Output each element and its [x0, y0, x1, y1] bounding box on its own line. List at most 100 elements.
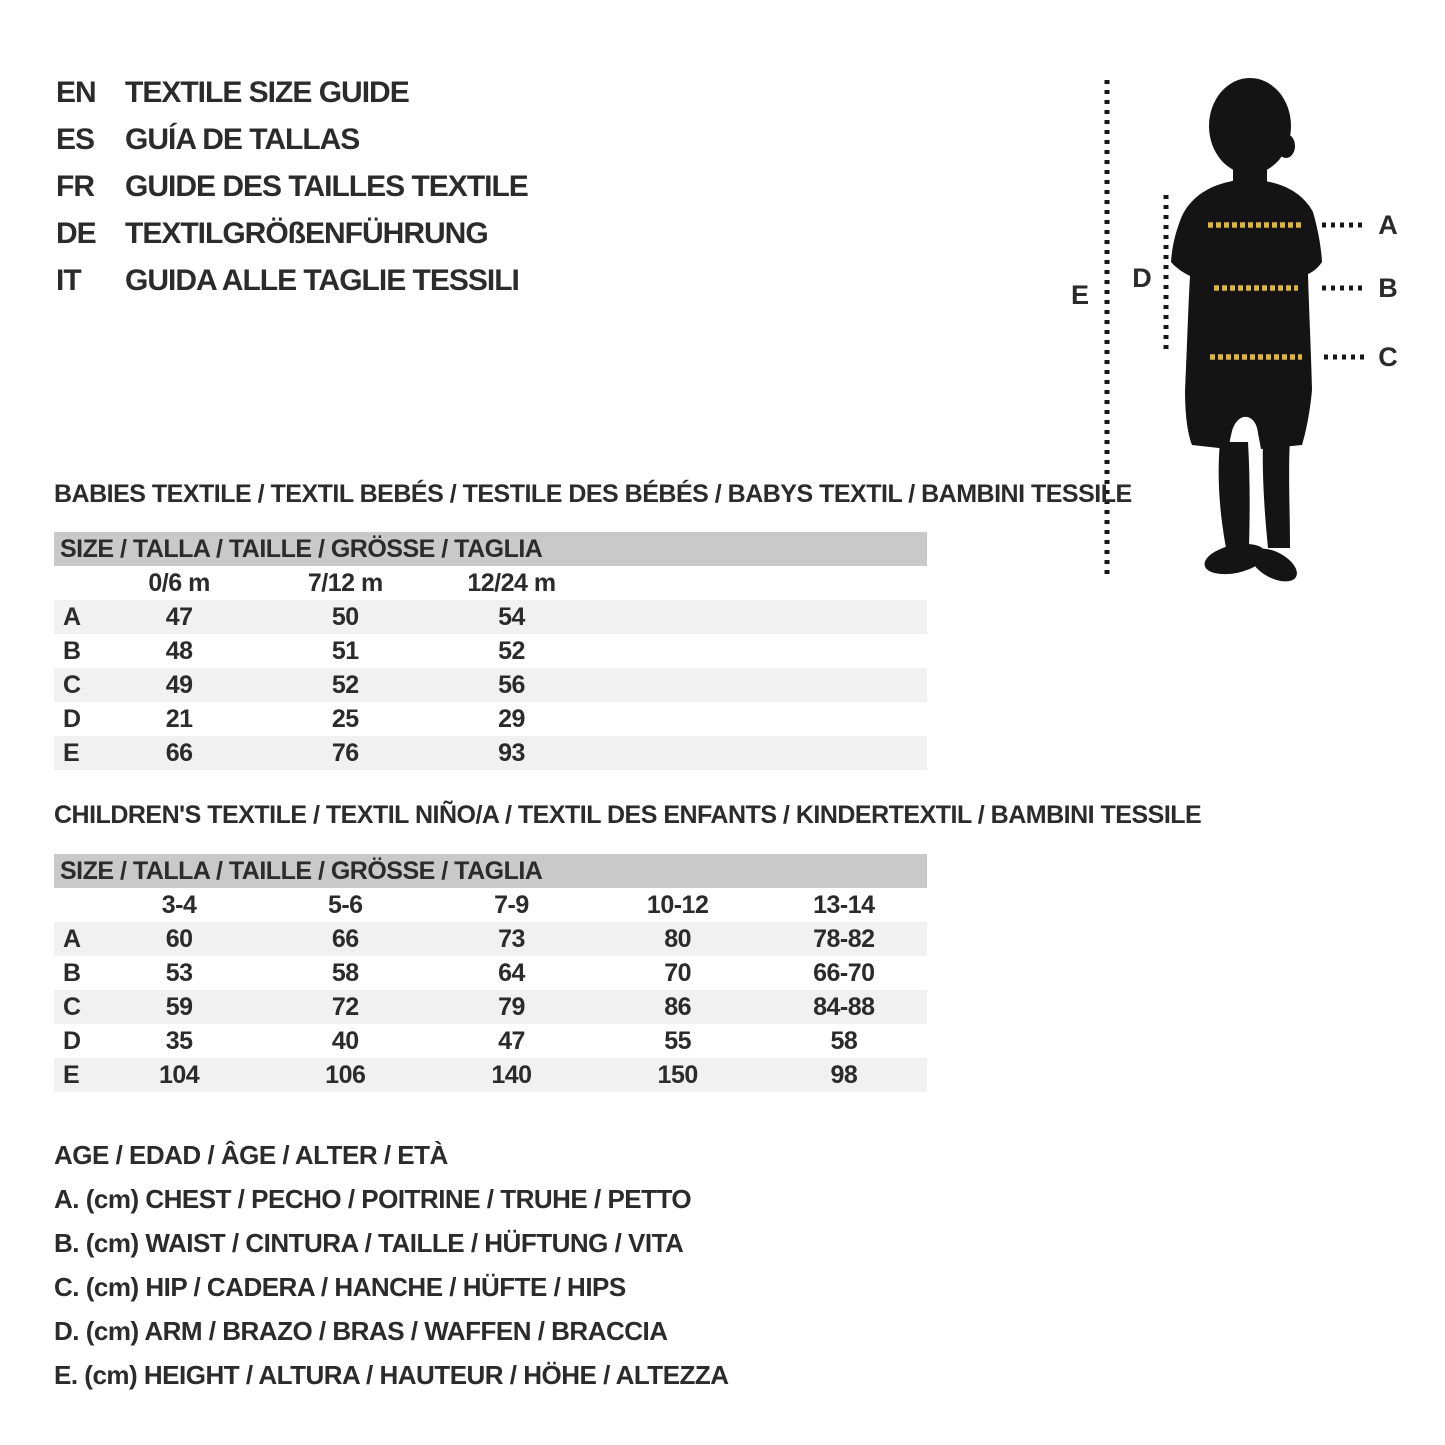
- table-cell: 58: [830, 1026, 858, 1055]
- table-cell: 73: [498, 924, 525, 953]
- figure-label-b: B: [1378, 273, 1398, 303]
- table-cell: 150: [657, 1060, 699, 1089]
- column-header: 12/24 m: [467, 568, 556, 597]
- guide-title: TEXTILE SIZE GUIDE: [125, 76, 410, 109]
- row-label: B: [63, 636, 81, 665]
- table-cell: 25: [331, 704, 359, 733]
- measurement-legend: AGE / EDAD / ÂGE / ALTER / ETÀ A. (cm) C…: [54, 1133, 729, 1397]
- table-cell: 66-70: [813, 958, 875, 987]
- language-line-es: ES GUÍA DE TALLAS: [56, 116, 528, 163]
- table-cell: 51: [331, 636, 359, 665]
- column-header-row: 3-4 5-6 7-9 10-12 13-14: [54, 888, 927, 922]
- babies-section-title: BABIES TEXTILE / TEXTIL BEBÉS / TESTILE …: [54, 480, 1132, 508]
- table-cell: 60: [165, 924, 193, 953]
- guide-title: GUIDE DES TAILLES TEXTILE: [125, 170, 529, 203]
- table-row: B 48 51 52: [54, 634, 927, 668]
- figure-label-a: A: [1378, 210, 1398, 240]
- table-cell: 40: [331, 1026, 359, 1055]
- language-title-list: EN TEXTILE SIZE GUIDE ES GUÍA DE TALLAS …: [56, 69, 529, 304]
- measurement-figure: A B C D E: [1050, 60, 1445, 600]
- babies-size-table: SIZE / TALLA / TAILLE / GRÖSSE / TAGLIA …: [54, 532, 927, 770]
- column-header: 3-4: [161, 890, 197, 919]
- column-header: 5-6: [327, 890, 363, 919]
- child-silhouette-diagram: A B C D E: [1071, 78, 1398, 582]
- legend-arm: D. (cm) ARM / BRAZO / BRAS / WAFFEN / BR…: [54, 1316, 668, 1346]
- guide-title: GUIDA ALLE TAGLIE TESSILI: [125, 264, 520, 297]
- figure-label-d: D: [1132, 263, 1152, 293]
- table-cell: 53: [165, 958, 193, 987]
- row-label: A: [63, 924, 81, 953]
- child-silhouette: [1171, 78, 1322, 582]
- row-label: D: [63, 1026, 81, 1055]
- table-cell: 55: [664, 1026, 692, 1055]
- table-cell: 70: [664, 958, 692, 987]
- table-cell: 58: [331, 958, 359, 987]
- language-code: EN: [56, 76, 97, 109]
- figure-label-e: E: [1071, 280, 1089, 310]
- row-label: C: [63, 992, 81, 1021]
- table-cell: 47: [165, 602, 193, 631]
- language-code: DE: [56, 217, 97, 250]
- table-cell: 48: [165, 636, 193, 665]
- table-row: C 59 72 79 86 84-88: [54, 990, 927, 1024]
- language-code: IT: [56, 264, 82, 297]
- table-cell: 64: [498, 958, 525, 987]
- language-line-fr: FR GUIDE DES TAILLES TEXTILE: [56, 163, 529, 210]
- table-cell: 79: [498, 992, 525, 1021]
- table-cell: 98: [830, 1060, 858, 1089]
- legend-waist: B. (cm) WAIST / CINTURA / TAILLE / HÜFTU…: [54, 1228, 684, 1258]
- language-code: FR: [56, 170, 95, 203]
- table-cell: 54: [498, 602, 525, 631]
- language-line-de: DE TEXTILGRÖßENFÜHRUNG: [56, 210, 528, 257]
- guide-title: GUÍA DE TALLAS: [125, 123, 360, 156]
- legend-age: AGE / EDAD / ÂGE / ALTER / ETÀ: [54, 1140, 448, 1170]
- guide-title: TEXTILGRÖßENFÜHRUNG: [125, 217, 489, 250]
- table-cell: 35: [165, 1026, 193, 1055]
- table-cell: 104: [158, 1060, 200, 1089]
- table-cell: 56: [498, 670, 525, 699]
- row-label: D: [63, 704, 81, 733]
- table-row: C 49 52 56: [54, 668, 927, 702]
- table-cell: 84-88: [813, 992, 875, 1021]
- row-label: A: [63, 602, 81, 631]
- figure-label-c: C: [1378, 342, 1398, 372]
- table-cell: 59: [165, 992, 193, 1021]
- table-cell: 49: [165, 670, 193, 699]
- language-code: ES: [56, 123, 95, 156]
- table-row: B 53 58 64 70 66-70: [54, 956, 927, 990]
- row-label: B: [63, 958, 81, 987]
- table-cell: 47: [498, 1026, 525, 1055]
- column-header: 13-14: [813, 890, 875, 919]
- column-header: 0/6 m: [148, 568, 210, 597]
- row-label: E: [63, 1060, 80, 1089]
- column-header: 10-12: [646, 890, 709, 919]
- table-cell: 52: [498, 636, 525, 665]
- table-cell: 140: [491, 1060, 532, 1089]
- table-cell: 66: [331, 924, 359, 953]
- table-header-bar: SIZE / TALLA / TAILLE / GRÖSSE / TAGLIA: [54, 854, 927, 888]
- legend-hip: C. (cm) HIP / CADERA / HANCHE / HÜFTE / …: [54, 1272, 626, 1302]
- language-line-it: IT GUIDA ALLE TAGLIE TESSILI: [56, 257, 528, 304]
- table-cell: 72: [331, 992, 359, 1021]
- table-cell: 78-82: [813, 924, 875, 953]
- row-label: C: [63, 670, 81, 699]
- column-header: 7/12 m: [307, 568, 383, 597]
- table-cell: 80: [664, 924, 692, 953]
- column-header-row: 0/6 m 7/12 m 12/24 m: [54, 566, 927, 600]
- table-cell: 21: [165, 704, 193, 733]
- table-cell: 93: [498, 738, 525, 767]
- table-row: D 21 25 29: [54, 702, 927, 736]
- table-cell: 76: [331, 738, 359, 767]
- table-cell: 66: [165, 738, 193, 767]
- children-section-title: CHILDREN'S TEXTILE / TEXTIL NIÑO/A / TEX…: [54, 801, 1202, 829]
- legend-chest: A. (cm) CHEST / PECHO / POITRINE / TRUHE…: [54, 1184, 692, 1214]
- table-row: A 60 66 73 80 78-82: [54, 922, 927, 956]
- table-row: E 66 76 93: [54, 736, 927, 770]
- column-header: 7-9: [494, 890, 529, 919]
- language-line-en: EN TEXTILE SIZE GUIDE: [56, 69, 528, 116]
- table-cell: 29: [498, 704, 525, 733]
- table-cell: 50: [331, 602, 359, 631]
- table-header-bar: SIZE / TALLA / TAILLE / GRÖSSE / TAGLIA: [54, 532, 927, 566]
- table-row: E 104 106 140 150 98: [54, 1058, 927, 1092]
